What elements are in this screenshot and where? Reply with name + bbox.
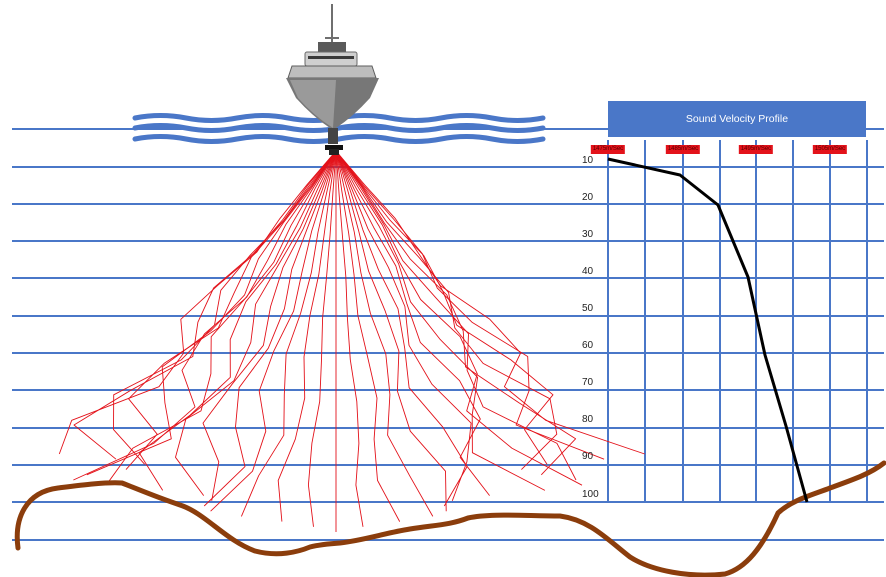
sonar-beams [58, 150, 645, 532]
sonar-beam [58, 150, 337, 455]
depth-label-20: 20 [582, 192, 594, 203]
sonar-beam [113, 150, 337, 465]
sonar-beam [335, 150, 364, 527]
sonar-beam [277, 150, 337, 522]
sonar-beam [335, 150, 577, 481]
depth-label-70: 70 [582, 377, 594, 388]
velocity-label-1485: 1485m/Sec [665, 145, 701, 154]
sonar-beam [240, 150, 337, 517]
sonar-beam [335, 150, 577, 476]
sonar-beam [335, 150, 558, 470]
sonar-beam [73, 150, 337, 460]
sonar-beam [335, 150, 490, 496]
sonar-beam [335, 150, 605, 460]
transducer-icon [325, 145, 343, 155]
wave-line [132, 123, 546, 133]
depth-label-90: 90 [582, 451, 594, 462]
sonar-beam [307, 150, 337, 527]
sonar-beam [335, 150, 434, 517]
velocity-label-1495: 1495m/Sec [738, 145, 774, 154]
depth-label-30: 30 [582, 229, 594, 240]
depth-label-40: 40 [582, 266, 594, 277]
sonar-beam [105, 150, 337, 486]
sonar-beam [335, 150, 468, 507]
depth-label-80: 80 [582, 414, 594, 425]
sonar-beam [202, 150, 337, 501]
depth-label-60: 60 [582, 340, 594, 351]
wave-line [132, 134, 546, 144]
svp-title: Sound Velocity Profile [685, 113, 789, 125]
velocity-label-1505: 1505m/Sec [812, 145, 848, 154]
depth-lines [12, 128, 884, 541]
seabed-profile [14, 460, 886, 577]
sonar-beam [335, 150, 447, 512]
depth-label-100: 100 [582, 489, 599, 500]
sonar-beam [335, 150, 583, 486]
sonar-beam [210, 150, 337, 512]
sonar-beam [175, 150, 337, 496]
svp-title-box: Sound Velocity Profile [608, 101, 866, 137]
survey-ship-icon [286, 4, 379, 144]
sonar-beam [203, 150, 337, 507]
velocity-label-1475: 1475m/Sec [590, 145, 626, 154]
sonar-beam [335, 150, 554, 465]
sonar-beam [335, 150, 645, 455]
sonar-beam [86, 150, 337, 476]
depth-label-10: 10 [582, 155, 594, 166]
sonar-beam [138, 150, 337, 491]
sonar-beam [125, 150, 337, 470]
depth-label-50: 50 [582, 303, 594, 314]
sonar-beam [335, 150, 401, 522]
svp-grid [607, 140, 868, 502]
sonar-beam [335, 150, 546, 491]
sonar-beam [335, 150, 472, 501]
velocity-profile-line [607, 157, 809, 503]
